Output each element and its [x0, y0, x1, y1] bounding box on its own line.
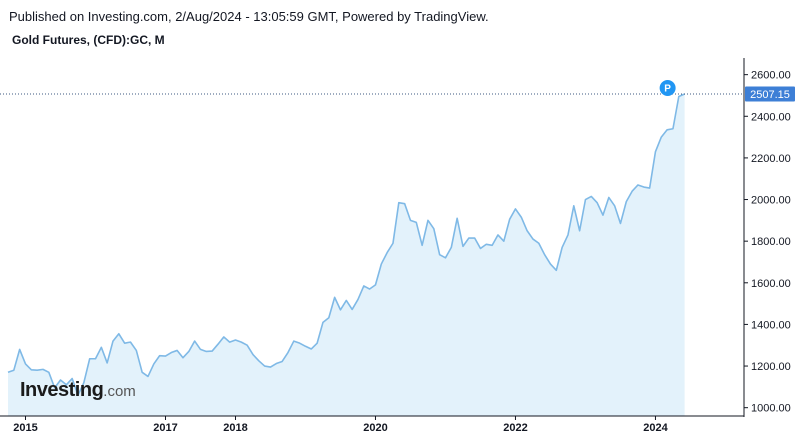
x-tick-label: 2015 — [13, 422, 37, 434]
y-axis: 1000.00 1200.00 1400.00 1600.00 1800.00 2000.… — [744, 70, 791, 415]
x-tick-label: 2020 — [363, 422, 387, 434]
x-tick-label: 2018 — [223, 422, 247, 434]
p-marker-label: P — [664, 83, 671, 94]
x-tick-label: 2017 — [153, 422, 177, 434]
plot-area[interactable] — [0, 93, 744, 416]
y-tick-label: 1400.00 — [751, 319, 791, 331]
last-price-badge-bg — [745, 86, 795, 102]
last-price-badge: 2507.15 — [745, 86, 795, 102]
logo-suffix: .com — [103, 383, 136, 400]
y-tick-label: 2000.00 — [751, 195, 791, 207]
p-marker-circle[interactable] — [659, 79, 676, 96]
x-tick-label: 2022 — [503, 422, 527, 434]
logo-main: Investing — [20, 379, 104, 401]
last-price-label: 2507.15 — [750, 89, 790, 101]
x-axis: 2015 2017 2018 2020 2022 2024 — [13, 416, 669, 434]
price-area-fill — [8, 93, 685, 416]
published-note: Published on Investing.com, 2/Aug/2024 -… — [9, 9, 489, 24]
investing-logo: Investing.com — [20, 379, 136, 402]
y-tick-label: 2600.00 — [751, 70, 791, 82]
chart-title: Gold Futures, (CFD):GC, M — [12, 33, 165, 47]
y-tick-label: 1600.00 — [751, 278, 791, 290]
y-tick-label: 1800.00 — [751, 236, 791, 248]
x-tick-label: 2024 — [643, 422, 668, 434]
y-tick-label: 1200.00 — [751, 361, 791, 373]
y-tick-label: 1000.00 — [751, 403, 791, 415]
p-marker-icon[interactable]: P — [659, 79, 676, 96]
y-tick-label: 2200.00 — [751, 153, 791, 165]
price-line — [7, 93, 685, 396]
y-tick-label: 2400.00 — [751, 111, 791, 123]
